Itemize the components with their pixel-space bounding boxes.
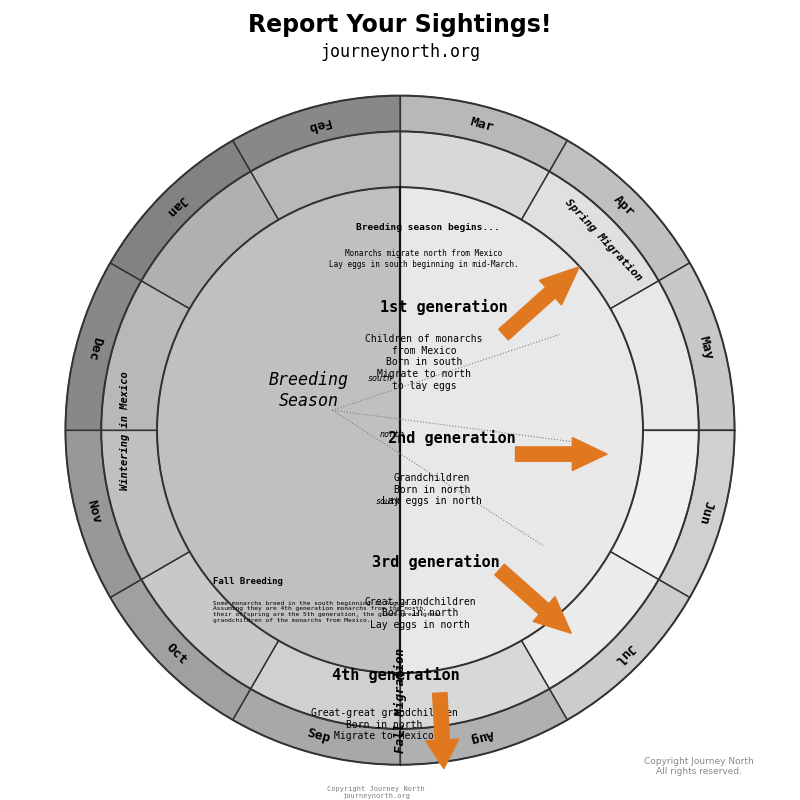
- Wedge shape: [522, 171, 658, 309]
- Text: Dec: Dec: [85, 335, 103, 362]
- Text: Apr: Apr: [611, 193, 637, 219]
- Text: Copyright Journey North
All rights reserved.: Copyright Journey North All rights reser…: [644, 757, 754, 776]
- Wedge shape: [142, 552, 278, 689]
- Text: Copyright Journey North
journeynorth.org: Copyright Journey North journeynorth.org: [327, 786, 425, 799]
- Wedge shape: [66, 430, 142, 598]
- Text: Jun: Jun: [697, 499, 715, 526]
- FancyArrow shape: [495, 564, 571, 634]
- Text: Great-great grandchildren
Born in north
Migrate to Mexico: Great-great grandchildren Born in north …: [310, 708, 458, 742]
- Text: Jan: Jan: [163, 193, 189, 219]
- Text: Children of monarchs
from Mexico
Born in south
Migrate to north
to lay eggs: Children of monarchs from Mexico Born in…: [365, 334, 482, 390]
- Text: Grandchildren
Born in north
Lay eggs in north: Grandchildren Born in north Lay eggs in …: [382, 474, 482, 506]
- Wedge shape: [110, 579, 250, 720]
- Wedge shape: [550, 579, 690, 720]
- Wedge shape: [250, 641, 400, 729]
- Text: journeynorth.org: journeynorth.org: [320, 42, 480, 61]
- Text: Aug: Aug: [469, 726, 495, 746]
- Text: 2nd generation: 2nd generation: [388, 430, 516, 446]
- Wedge shape: [400, 641, 550, 729]
- Text: south: south: [375, 498, 401, 506]
- Text: Breeding
Season: Breeding Season: [268, 371, 348, 410]
- Wedge shape: [102, 281, 190, 430]
- Text: May: May: [697, 335, 715, 362]
- Text: Spring Migration: Spring Migration: [563, 197, 644, 283]
- Text: Fall Migration: Fall Migration: [394, 649, 406, 754]
- Text: Some monarchs breed in the south beginning in August.
Assuming they are 4th gene: Some monarchs breed in the south beginni…: [213, 601, 442, 623]
- Text: Great-grandchildren
Born in north
Lay eggs in north: Great-grandchildren Born in north Lay eg…: [364, 597, 476, 630]
- Wedge shape: [400, 95, 567, 171]
- Wedge shape: [66, 263, 142, 430]
- Text: Nov: Nov: [85, 499, 103, 526]
- Text: Jul: Jul: [611, 641, 637, 667]
- FancyArrow shape: [515, 438, 607, 470]
- Wedge shape: [550, 141, 690, 281]
- Wedge shape: [658, 263, 734, 430]
- Text: Fall Breeding: Fall Breeding: [213, 577, 282, 586]
- Wedge shape: [400, 187, 643, 673]
- Wedge shape: [157, 187, 400, 673]
- Wedge shape: [102, 430, 190, 579]
- Text: Wintering in Mexico: Wintering in Mexico: [120, 370, 130, 490]
- Wedge shape: [610, 281, 698, 430]
- Wedge shape: [142, 171, 278, 309]
- Wedge shape: [233, 95, 400, 171]
- Text: 4th generation: 4th generation: [332, 667, 460, 683]
- Text: 1st generation: 1st generation: [380, 298, 508, 314]
- Text: 3rd generation: 3rd generation: [372, 554, 500, 570]
- Text: Mar: Mar: [469, 115, 495, 134]
- FancyArrow shape: [498, 267, 579, 340]
- Text: Monarchs migrate north from Mexico
Lay eggs in south beginning in mid-March.: Monarchs migrate north from Mexico Lay e…: [329, 249, 518, 269]
- Wedge shape: [233, 689, 400, 765]
- Wedge shape: [658, 430, 734, 598]
- Text: Report Your Sightings!: Report Your Sightings!: [248, 14, 552, 38]
- Text: north: north: [379, 430, 405, 438]
- Wedge shape: [400, 131, 550, 220]
- Wedge shape: [522, 552, 658, 689]
- Text: Oct: Oct: [163, 641, 189, 667]
- Text: Sep: Sep: [305, 726, 331, 746]
- Text: Feb: Feb: [305, 115, 331, 134]
- Wedge shape: [250, 131, 400, 220]
- Wedge shape: [110, 141, 250, 281]
- Wedge shape: [610, 430, 698, 579]
- Text: south: south: [367, 374, 393, 383]
- Wedge shape: [400, 689, 567, 765]
- FancyArrow shape: [426, 693, 458, 769]
- Text: Breeding season begins...: Breeding season begins...: [356, 222, 500, 231]
